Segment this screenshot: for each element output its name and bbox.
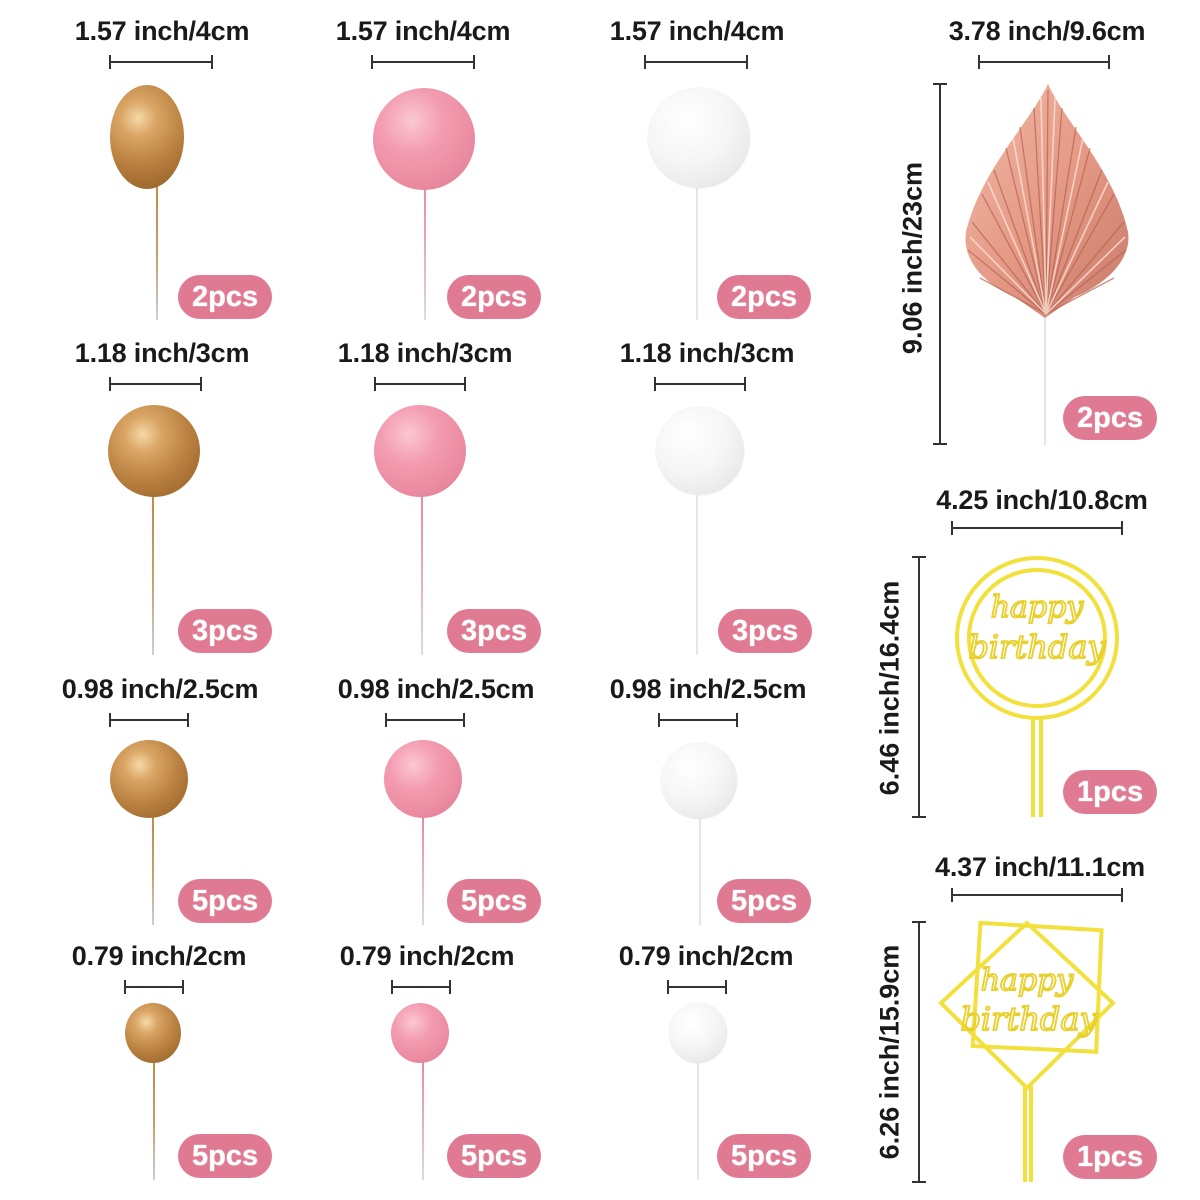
white-ball-large [648, 88, 750, 188]
quantity-badge: 1pcs [1063, 1135, 1158, 1179]
round-topper-height-label: 6.46 inch/16.4cm [874, 580, 905, 796]
width-dimension-line [371, 55, 475, 69]
pink-ball-stick [422, 815, 424, 925]
height-dimension-line [912, 921, 926, 1183]
white-ball-stick [699, 815, 701, 925]
palm-leaf-height-label: 9.06 inch/23cm [897, 161, 928, 355]
happy-text: happy [991, 590, 1085, 625]
square-topper-height-label: 6.26 inch/15.9cm [874, 944, 905, 1160]
width-dimension-line [951, 888, 1123, 902]
size-label-pink-3cm: 1.18 inch/3cm [337, 338, 513, 368]
width-dimension-line [667, 980, 727, 994]
width-dimension-line [978, 55, 1110, 69]
pink-ball-stick [424, 185, 426, 320]
pink-ball-small [384, 740, 462, 818]
size-label-white-4cm: 1.57 inch/4cm [609, 16, 785, 46]
pink-ball-medium [374, 405, 466, 497]
quantity-badge: 5pcs [178, 1134, 273, 1178]
size-label-white-2_5cm: 0.98 inch/2.5cm [609, 674, 807, 704]
white-ball-small [661, 743, 737, 819]
size-label-gold-2_5cm: 0.98 inch/2.5cm [61, 674, 259, 704]
white-ball-stick [697, 1060, 699, 1180]
size-label-gold-3cm: 1.18 inch/3cm [74, 338, 250, 368]
birthday-text: birthday [960, 1000, 1098, 1038]
pink-ball-stick [421, 495, 423, 655]
quantity-badge: 5pcs [447, 879, 542, 923]
pink-ball-large [373, 88, 475, 190]
gold-ball-medium [108, 405, 200, 497]
quantity-badge: 3pcs [178, 609, 273, 653]
quantity-badge: 2pcs [178, 275, 273, 319]
width-dimension-line [951, 521, 1123, 535]
happy-text: happy [981, 963, 1075, 998]
quantity-badge: 2pcs [447, 275, 542, 319]
palm-leaf-stick [1044, 310, 1046, 445]
gold-ball-stick [156, 185, 158, 320]
width-dimension-line [109, 713, 189, 727]
width-dimension-line [658, 713, 738, 727]
white-ball-stick [696, 495, 698, 655]
palm-leaf-icon [965, 84, 1129, 318]
quantity-badge: 2pcs [1063, 396, 1158, 440]
square-topper-width-label: 4.37 inch/11.1cm [935, 852, 1145, 882]
width-dimension-line [109, 377, 202, 391]
height-dimension-line [912, 556, 926, 818]
birthday-text: birthday [968, 628, 1106, 666]
white-ball-medium [656, 407, 744, 495]
quantity-badge: 5pcs [178, 879, 273, 923]
gold-ball-stick [152, 495, 154, 655]
width-dimension-line [109, 55, 213, 69]
pink-ball-stick [422, 1060, 424, 1180]
white-ball-stick [696, 185, 698, 320]
gold-ball-small [110, 740, 188, 818]
size-label-pink-4cm: 1.57 inch/4cm [335, 16, 511, 46]
quantity-badge: 5pcs [447, 1134, 542, 1178]
width-dimension-line [124, 980, 184, 994]
size-label-gold-2cm: 0.79 inch/2cm [71, 941, 247, 971]
size-label-white-2cm: 0.79 inch/2cm [618, 941, 794, 971]
width-dimension-line [654, 377, 746, 391]
gold-ball-stick [153, 1060, 155, 1180]
quantity-badge: 2pcs [717, 275, 812, 319]
gold-ball-large [110, 85, 184, 189]
quantity-badge: 3pcs [447, 609, 542, 653]
width-dimension-line [374, 377, 466, 391]
square-birthday-topper-icon: happy birthday [938, 920, 1116, 1182]
round-topper-width-label: 4.25 inch/10.8cm [936, 485, 1148, 515]
quantity-badge: 5pcs [717, 1134, 812, 1178]
size-label-white-3cm: 1.18 inch/3cm [619, 338, 795, 368]
round-birthday-topper-icon: happy birthday [955, 556, 1119, 817]
size-label-gold-4cm: 1.57 inch/4cm [74, 16, 250, 46]
quantity-badge: 1pcs [1063, 770, 1158, 814]
quantity-badge: 5pcs [717, 879, 812, 923]
size-label-pink-2cm: 0.79 inch/2cm [339, 941, 515, 971]
width-dimension-line [391, 980, 451, 994]
gold-ball-stick [152, 815, 154, 925]
size-label-pink-2_5cm: 0.98 inch/2.5cm [337, 674, 535, 704]
palm-leaf-width-label: 3.78 inch/9.6cm [948, 16, 1146, 46]
pink-ball-mini [391, 1003, 449, 1063]
white-ball-mini [669, 1003, 727, 1063]
gold-ball-mini [125, 1003, 181, 1063]
height-dimension-line [933, 83, 947, 445]
width-dimension-line [644, 55, 748, 69]
quantity-badge: 3pcs [718, 609, 813, 653]
width-dimension-line [385, 713, 465, 727]
